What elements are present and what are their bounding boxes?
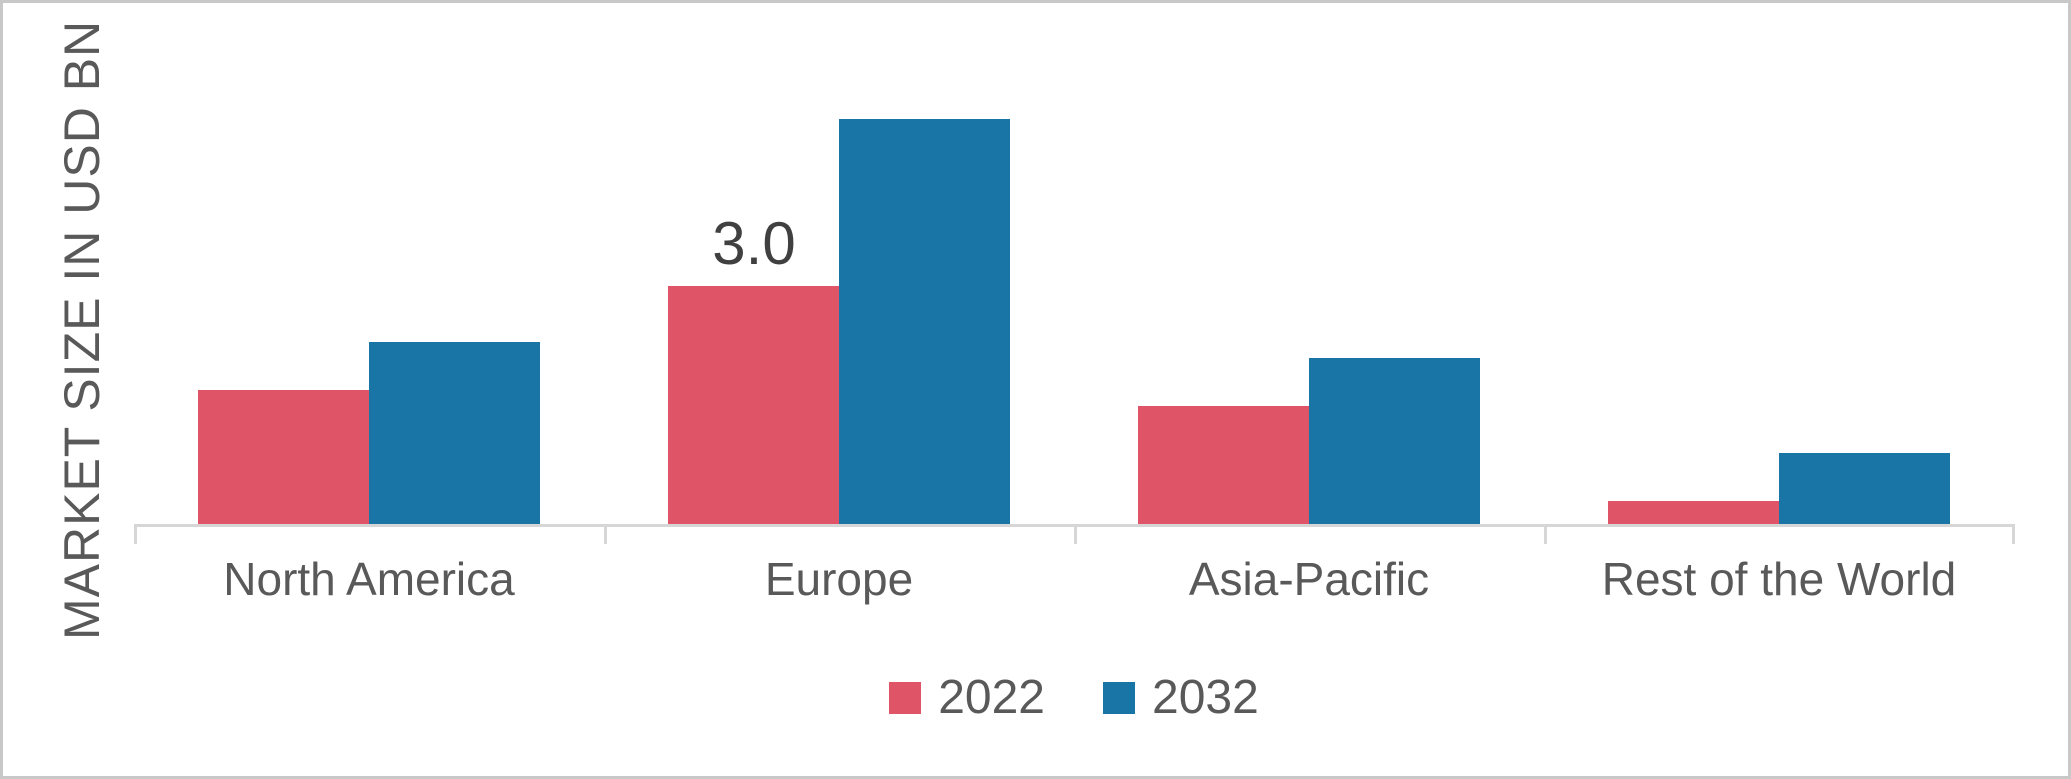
legend-swatch-2032 xyxy=(1103,682,1135,714)
category-label-north-america: North America xyxy=(223,553,515,605)
bar-2032-asia-pacific xyxy=(1309,358,1480,525)
bar-2032-europe xyxy=(839,119,1010,525)
data-label-2022-europe: 3.0 xyxy=(712,210,796,277)
bar-2022-north-america xyxy=(198,390,369,525)
plot-area xyxy=(134,55,2014,525)
x-axis-tick xyxy=(1544,524,1547,544)
bar-2022-europe xyxy=(668,286,839,525)
category-label-rest-of-the-world: Rest of the World xyxy=(1601,553,1957,605)
y-axis-title: MARKET SIZE IN USD BN xyxy=(54,19,110,640)
legend: 2022 2032 xyxy=(134,674,2014,722)
category-label-europe: Europe xyxy=(764,553,914,605)
legend-swatch-2022 xyxy=(889,682,922,714)
x-axis-tick xyxy=(1074,524,1077,544)
x-axis-tick xyxy=(134,524,137,544)
legend-label-2022: 2022 xyxy=(938,671,1045,724)
bar-2032-rest-of-the-world xyxy=(1779,453,1950,525)
bar-2022-asia-pacific xyxy=(1138,406,1309,525)
x-axis-tick xyxy=(2012,524,2015,544)
bar-2022-rest-of-the-world xyxy=(1608,501,1779,525)
bar-2032-north-america xyxy=(369,342,540,525)
legend-label-2032: 2032 xyxy=(1152,671,1259,724)
category-label-asia-pacific: Asia-Pacific xyxy=(1188,553,1430,605)
x-axis-tick xyxy=(604,524,607,544)
legend-item-2032: 2032 xyxy=(1103,674,1259,722)
legend-item-2022: 2022 xyxy=(889,674,1045,722)
